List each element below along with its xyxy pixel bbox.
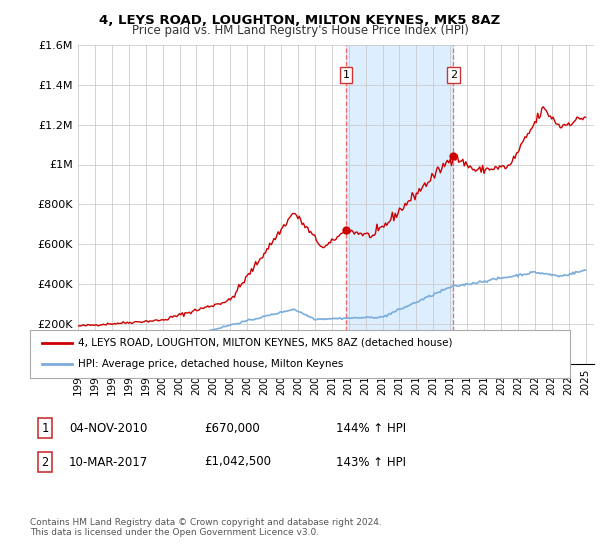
Text: Price paid vs. HM Land Registry's House Price Index (HPI): Price paid vs. HM Land Registry's House … bbox=[131, 24, 469, 37]
Text: 2: 2 bbox=[41, 455, 49, 469]
Text: 1: 1 bbox=[343, 70, 349, 80]
Text: 2: 2 bbox=[450, 70, 457, 80]
Text: 04-NOV-2010: 04-NOV-2010 bbox=[69, 422, 148, 435]
Text: 144% ↑ HPI: 144% ↑ HPI bbox=[336, 422, 406, 435]
Text: £1,042,500: £1,042,500 bbox=[204, 455, 271, 469]
Text: Contains HM Land Registry data © Crown copyright and database right 2024.
This d: Contains HM Land Registry data © Crown c… bbox=[30, 518, 382, 538]
Text: 4, LEYS ROAD, LOUGHTON, MILTON KEYNES, MK5 8AZ (detached house): 4, LEYS ROAD, LOUGHTON, MILTON KEYNES, M… bbox=[78, 338, 452, 348]
Bar bbox=[346, 45, 454, 364]
Text: 10-MAR-2017: 10-MAR-2017 bbox=[69, 455, 148, 469]
Text: £670,000: £670,000 bbox=[204, 422, 260, 435]
Text: 4, LEYS ROAD, LOUGHTON, MILTON KEYNES, MK5 8AZ: 4, LEYS ROAD, LOUGHTON, MILTON KEYNES, M… bbox=[100, 14, 500, 27]
Text: HPI: Average price, detached house, Milton Keynes: HPI: Average price, detached house, Milt… bbox=[78, 359, 343, 369]
Text: 143% ↑ HPI: 143% ↑ HPI bbox=[336, 455, 406, 469]
Text: 1: 1 bbox=[41, 422, 49, 435]
